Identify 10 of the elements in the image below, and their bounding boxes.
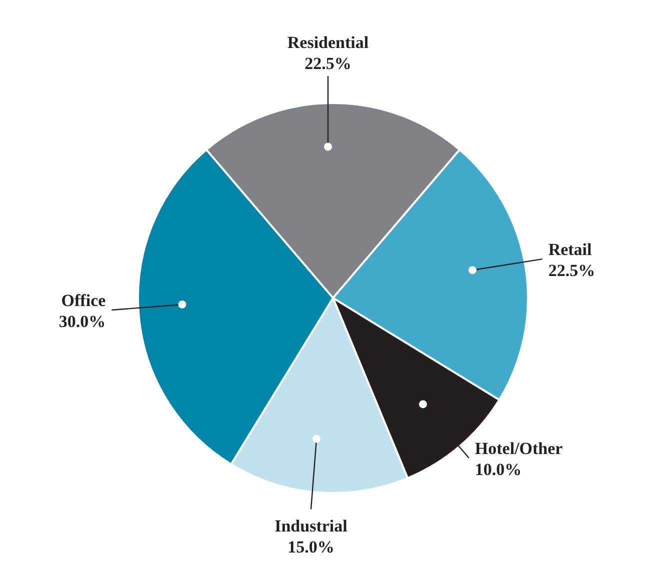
slice-label: Residential xyxy=(287,33,369,52)
slice-label: Retail xyxy=(548,240,592,260)
data-label: 15.0% xyxy=(288,537,334,556)
data-label: 10.0% xyxy=(474,460,522,480)
data-label: 22.5% xyxy=(548,261,596,280)
data-label: 30.0% xyxy=(58,312,106,332)
slice-label: Hotel/Other xyxy=(474,439,564,458)
data-label: 22.5% xyxy=(304,54,352,73)
slice-label: Office xyxy=(61,291,106,310)
slice-label: Industrial xyxy=(274,516,348,536)
